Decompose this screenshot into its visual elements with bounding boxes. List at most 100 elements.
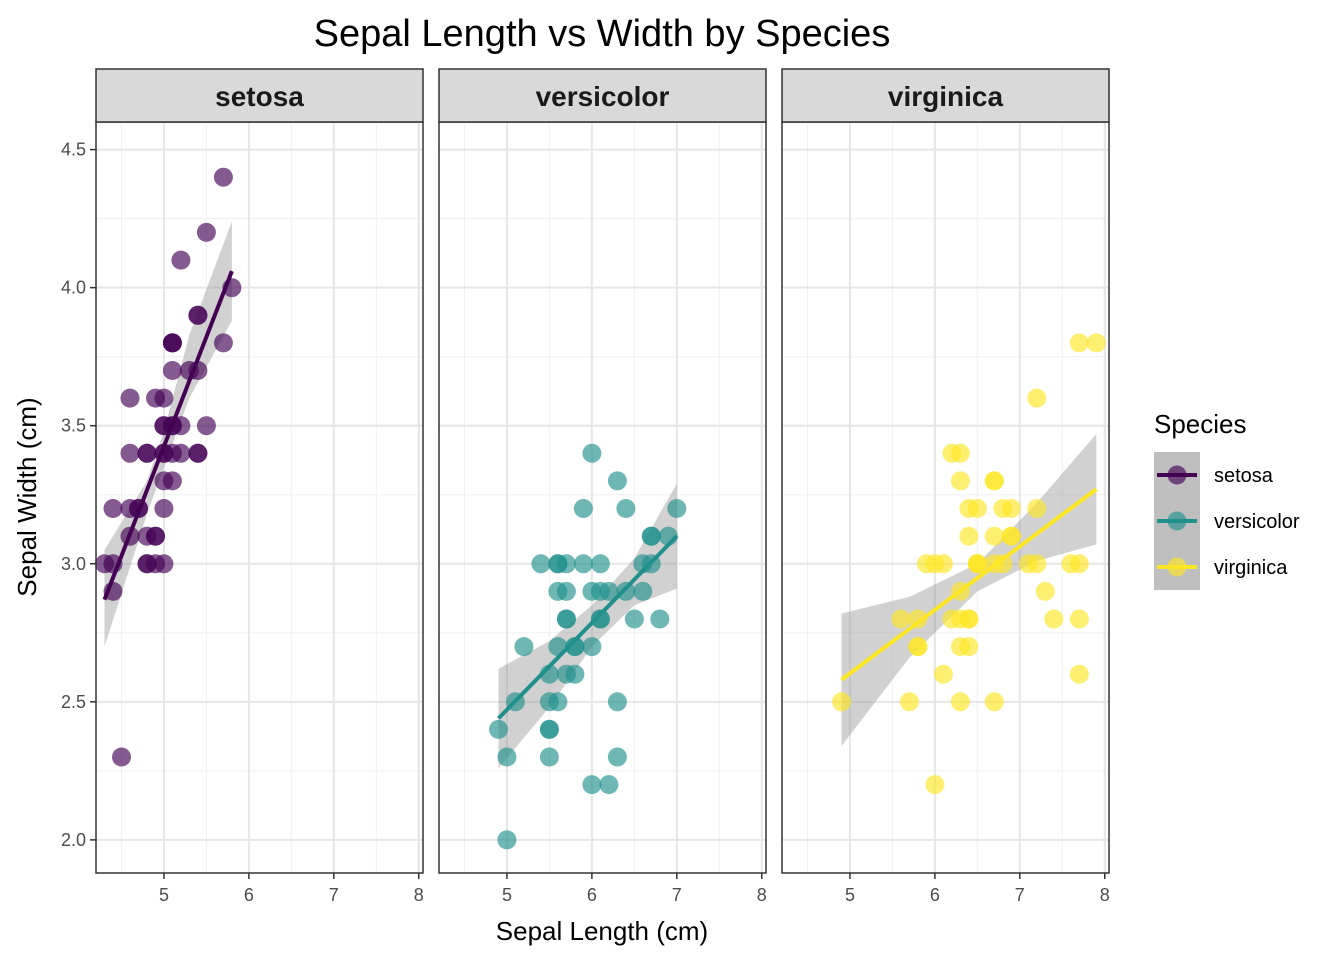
data-point-versicolor bbox=[582, 775, 602, 795]
y-tick-label: 2.5 bbox=[61, 692, 86, 712]
data-point-virginica bbox=[1069, 664, 1089, 684]
facet-strip bbox=[95, 68, 424, 123]
facet-strip-label: setosa bbox=[215, 81, 304, 112]
legend-label: virginica bbox=[1214, 557, 1288, 579]
data-point-versicolor bbox=[565, 637, 585, 657]
legend-label: setosa bbox=[1214, 465, 1274, 487]
data-point-versicolor bbox=[582, 581, 602, 601]
x-tick-label: 5 bbox=[845, 885, 855, 905]
facet-panel-virginica: virginica bbox=[781, 68, 1110, 874]
data-point-virginica bbox=[984, 526, 1004, 546]
data-point-virginica bbox=[967, 554, 987, 574]
y-axis-title: Sepal Width (cm) bbox=[12, 397, 42, 596]
legend-item-virginica: virginica bbox=[1154, 544, 1288, 590]
data-point-virginica bbox=[1044, 609, 1064, 629]
data-point-versicolor bbox=[565, 664, 585, 684]
data-point-versicolor bbox=[582, 637, 602, 657]
data-point-virginica bbox=[891, 609, 911, 629]
data-point-versicolor bbox=[607, 747, 627, 767]
data-point-setosa bbox=[137, 443, 157, 463]
data-point-virginica bbox=[942, 443, 962, 463]
x-axis-title: Sepal Length (cm) bbox=[496, 916, 708, 946]
data-point-virginica bbox=[950, 692, 970, 712]
data-point-versicolor bbox=[599, 581, 619, 601]
x-tick-label: 6 bbox=[244, 885, 254, 905]
x-tick-label: 8 bbox=[414, 885, 424, 905]
legend-key-point bbox=[1167, 557, 1187, 577]
y-axis: 2.0 2.5 3.0 3.5 4.0 4.5 bbox=[61, 140, 96, 850]
data-point-versicolor bbox=[573, 554, 593, 574]
data-point-setosa bbox=[120, 388, 140, 408]
x-tick-label: 5 bbox=[502, 885, 512, 905]
data-point-virginica bbox=[832, 692, 851, 712]
data-point-setosa bbox=[171, 250, 191, 270]
facet-panel-setosa: setosa bbox=[95, 68, 424, 874]
y-tick-label: 3.5 bbox=[61, 416, 86, 436]
data-point-virginica bbox=[916, 554, 936, 574]
y-tick-label: 3.0 bbox=[61, 554, 86, 574]
data-point-setosa bbox=[154, 499, 174, 518]
data-point-setosa bbox=[103, 499, 123, 518]
data-point-versicolor bbox=[531, 554, 551, 574]
data-point-setosa bbox=[120, 443, 140, 463]
data-point-virginica bbox=[908, 637, 928, 657]
data-point-setosa bbox=[162, 361, 182, 380]
data-point-versicolor bbox=[539, 719, 559, 739]
data-point-setosa bbox=[154, 471, 174, 491]
data-point-versicolor bbox=[667, 499, 687, 518]
x-tick-label: 5 bbox=[159, 885, 169, 905]
facet-strip bbox=[438, 68, 767, 123]
data-point-setosa bbox=[146, 388, 165, 408]
x-tick-label: 7 bbox=[329, 885, 339, 905]
data-point-setosa bbox=[213, 167, 233, 187]
panel-background bbox=[439, 122, 766, 873]
data-point-virginica bbox=[1001, 526, 1021, 546]
data-point-virginica bbox=[925, 775, 945, 795]
data-point-setosa bbox=[162, 333, 182, 353]
data-point-setosa bbox=[188, 305, 208, 325]
data-point-virginica bbox=[1027, 554, 1047, 574]
data-point-versicolor bbox=[497, 747, 517, 767]
data-point-virginica bbox=[959, 526, 979, 546]
trend-line-virginica bbox=[840, 487, 1098, 682]
legend-item-setosa: setosa bbox=[1154, 452, 1274, 498]
x-tick-label: 7 bbox=[672, 885, 682, 905]
data-point-setosa bbox=[154, 554, 174, 574]
data-point-virginica bbox=[1069, 609, 1089, 629]
data-point-setosa bbox=[112, 747, 131, 767]
legend-title: Species bbox=[1154, 409, 1247, 439]
data-point-versicolor bbox=[514, 637, 534, 657]
data-point-versicolor bbox=[641, 526, 661, 546]
data-point-virginica bbox=[1086, 333, 1106, 353]
x-tick-label: 8 bbox=[1100, 885, 1110, 905]
data-point-virginica bbox=[959, 499, 979, 518]
data-point-versicolor bbox=[624, 609, 644, 629]
data-point-versicolor bbox=[650, 609, 670, 629]
data-point-versicolor bbox=[539, 692, 559, 712]
data-point-virginica bbox=[1027, 388, 1047, 408]
x-tick-label: 6 bbox=[587, 885, 597, 905]
data-point-versicolor bbox=[539, 747, 559, 767]
trend-line-versicolor bbox=[497, 534, 679, 720]
data-point-virginica bbox=[899, 692, 919, 712]
facet-strip bbox=[781, 68, 1110, 123]
facet-strip-label: virginica bbox=[888, 81, 1004, 112]
chart-title: Sepal Length vs Width by Species bbox=[314, 13, 891, 55]
data-point-versicolor bbox=[573, 499, 593, 518]
data-point-setosa bbox=[196, 222, 216, 242]
facet-panels: setosa versicolor virginica bbox=[95, 68, 1110, 874]
data-point-versicolor bbox=[599, 775, 619, 795]
data-point-versicolor bbox=[556, 581, 576, 601]
legend-key-point bbox=[1167, 465, 1187, 485]
data-point-virginica bbox=[993, 499, 1013, 518]
x-tick-label: 6 bbox=[930, 885, 940, 905]
data-point-setosa bbox=[162, 443, 182, 463]
x-tick-label: 7 bbox=[1015, 885, 1025, 905]
legend-label: versicolor bbox=[1214, 511, 1300, 533]
facet-strip-label: versicolor bbox=[536, 81, 670, 112]
data-point-versicolor bbox=[556, 554, 576, 574]
legend-keys: setosa versicolor virginica bbox=[1154, 452, 1300, 590]
data-point-setosa bbox=[137, 554, 157, 574]
panel-background bbox=[782, 122, 1109, 873]
